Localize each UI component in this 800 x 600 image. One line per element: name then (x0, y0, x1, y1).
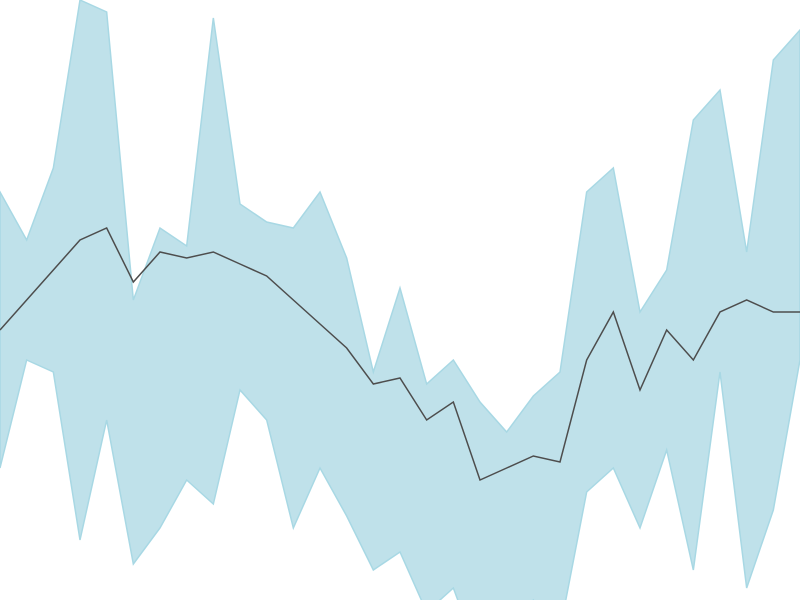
confidence-band-area (0, 0, 800, 600)
confidence-band-chart (0, 0, 800, 600)
